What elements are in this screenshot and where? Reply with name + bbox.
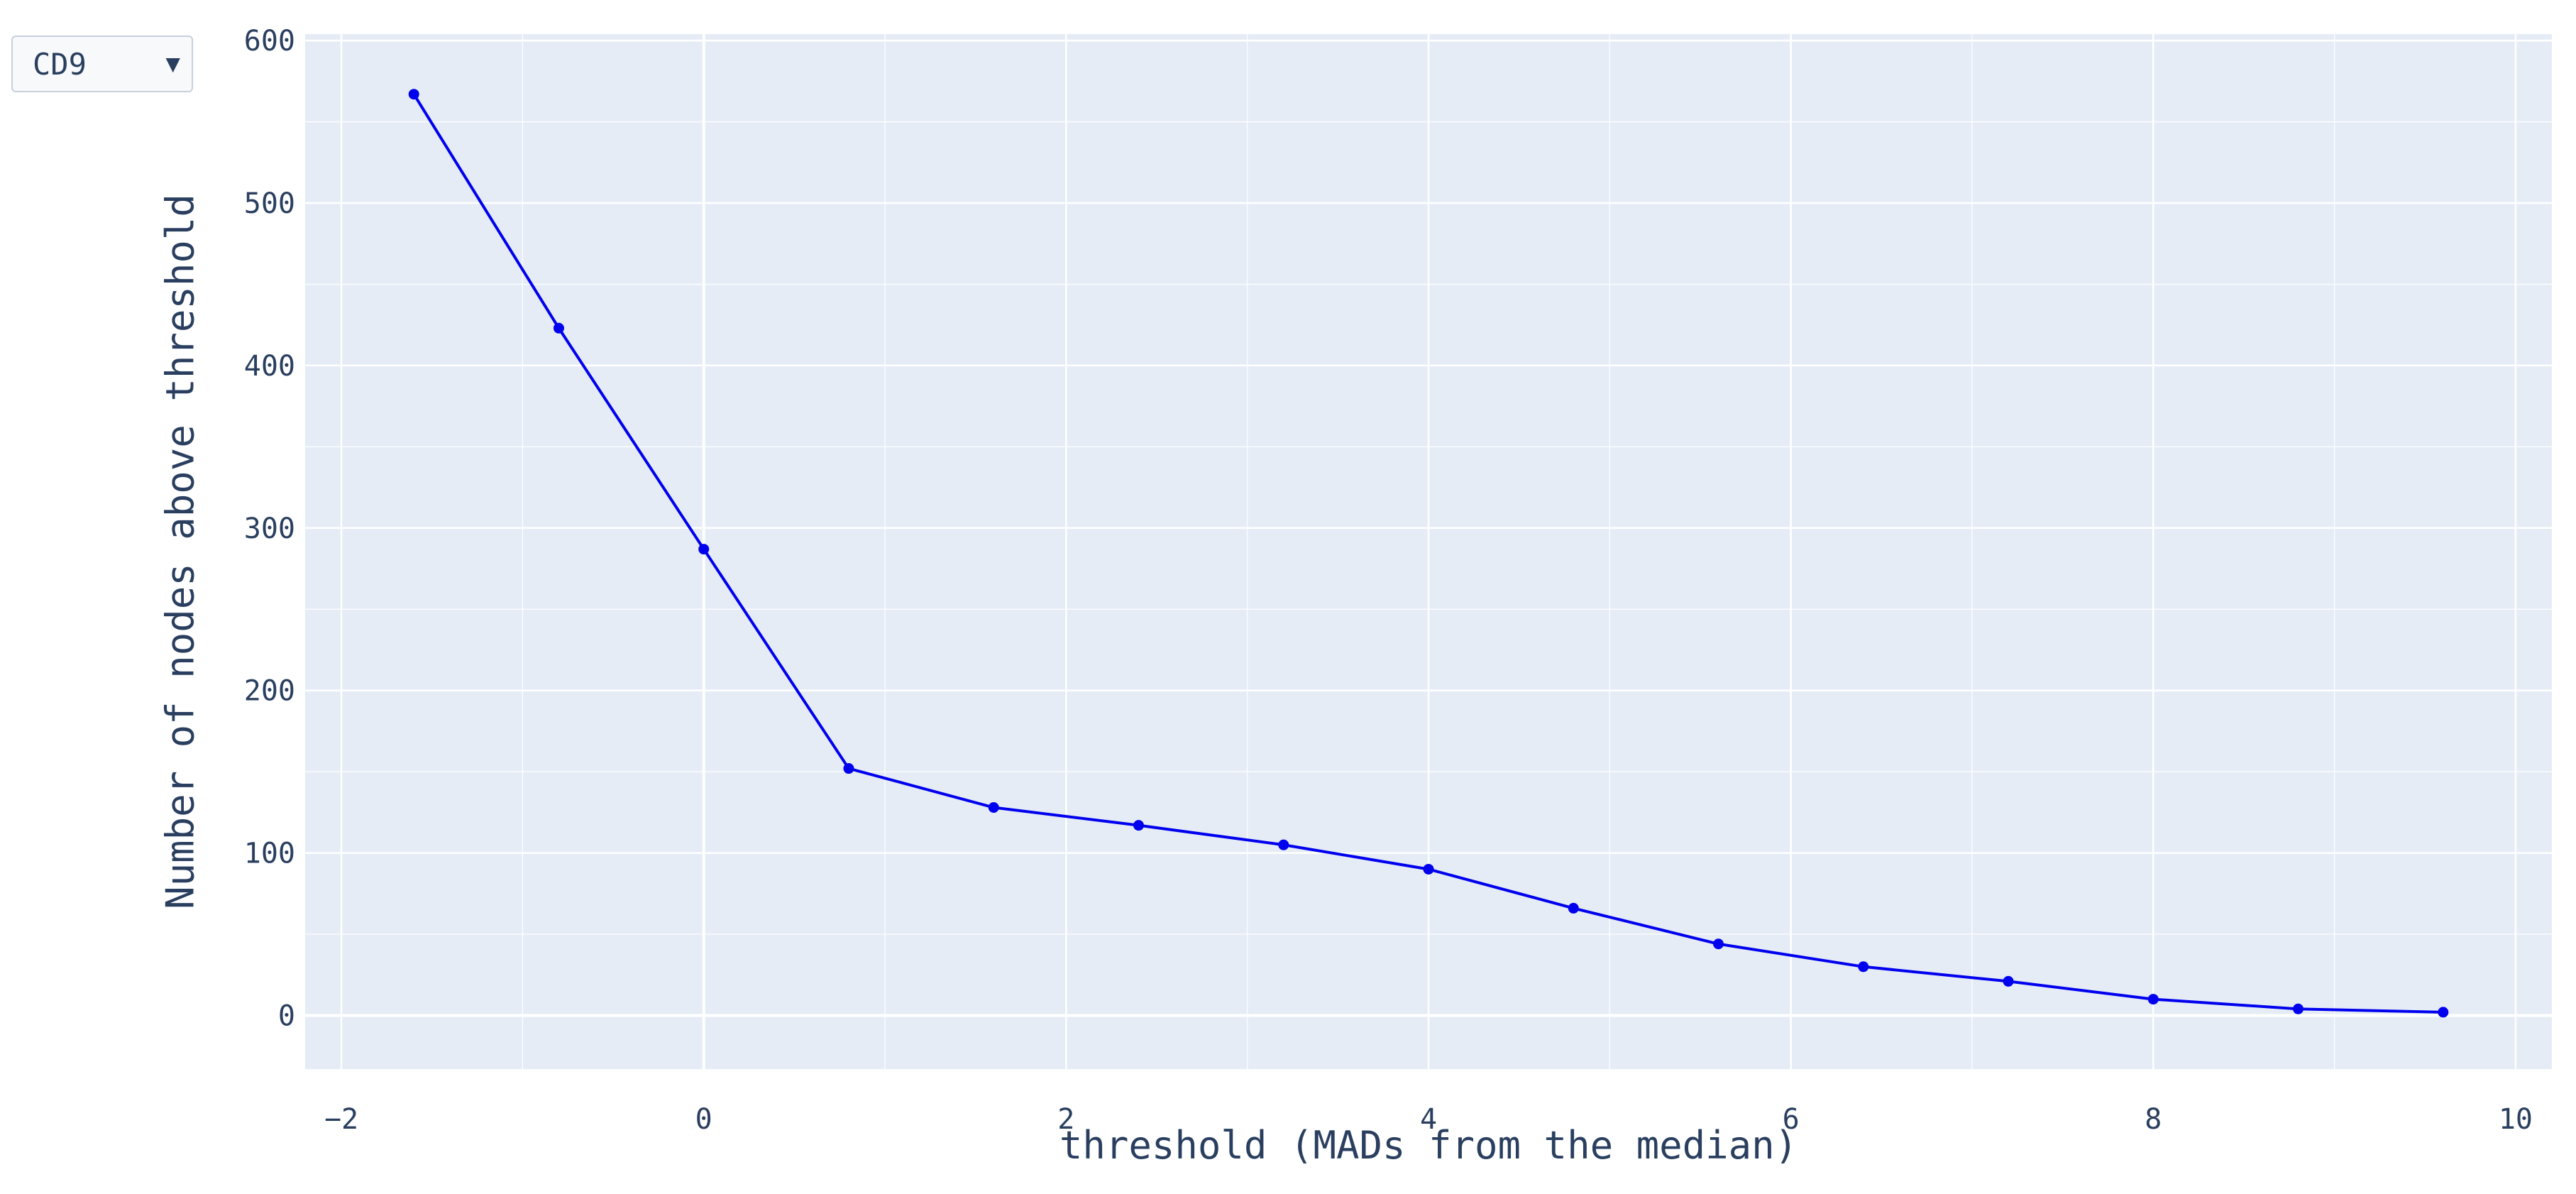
x-tick-label: 0 bbox=[695, 1103, 712, 1136]
data-point[interactable] bbox=[698, 544, 710, 555]
x-tick-label: −2 bbox=[324, 1103, 358, 1136]
data-point[interactable] bbox=[408, 89, 419, 100]
x-tick-label: 10 bbox=[2499, 1103, 2533, 1136]
data-point[interactable] bbox=[2438, 1007, 2449, 1018]
triangle-down-icon: ▼ bbox=[165, 50, 180, 78]
y-tick-label: 500 bbox=[244, 187, 295, 220]
dropdown-selected-value: CD9 bbox=[33, 46, 87, 82]
y-tick-label: 600 bbox=[244, 25, 295, 57]
grid-lines bbox=[305, 34, 2552, 1069]
data-point[interactable] bbox=[2147, 994, 2159, 1005]
y-tick-label: 300 bbox=[244, 513, 295, 545]
data-point[interactable] bbox=[1133, 820, 1144, 831]
data-point[interactable] bbox=[1713, 938, 1724, 950]
data-point[interactable] bbox=[1278, 839, 1289, 850]
data-point[interactable] bbox=[1423, 863, 1434, 875]
y-tick-label: 200 bbox=[244, 675, 295, 708]
data-point[interactable] bbox=[843, 763, 854, 774]
data-point[interactable] bbox=[2003, 975, 2014, 987]
data-point[interactable] bbox=[988, 801, 999, 813]
y-tick-label: 0 bbox=[278, 999, 295, 1032]
series-layer bbox=[408, 89, 2449, 1018]
data-point[interactable] bbox=[1568, 902, 1579, 914]
y-tick-label: 100 bbox=[244, 838, 295, 870]
data-point[interactable] bbox=[1858, 961, 1869, 973]
y-axis-title: Number of nodes above threshold bbox=[158, 194, 203, 909]
gene-select-dropdown[interactable]: CD9 ▼ bbox=[11, 35, 193, 92]
y-tick-label: 400 bbox=[244, 350, 295, 383]
x-tick-label: 8 bbox=[2145, 1103, 2162, 1136]
data-point[interactable] bbox=[553, 322, 564, 334]
x-tick-label: 6 bbox=[1783, 1103, 1800, 1136]
x-axis-title: threshold (MADs from the median) bbox=[1059, 1123, 1798, 1168]
x-tick-label: 4 bbox=[1420, 1103, 1437, 1136]
x-tick-label: 2 bbox=[1057, 1103, 1074, 1136]
data-point[interactable] bbox=[2293, 1003, 2304, 1014]
